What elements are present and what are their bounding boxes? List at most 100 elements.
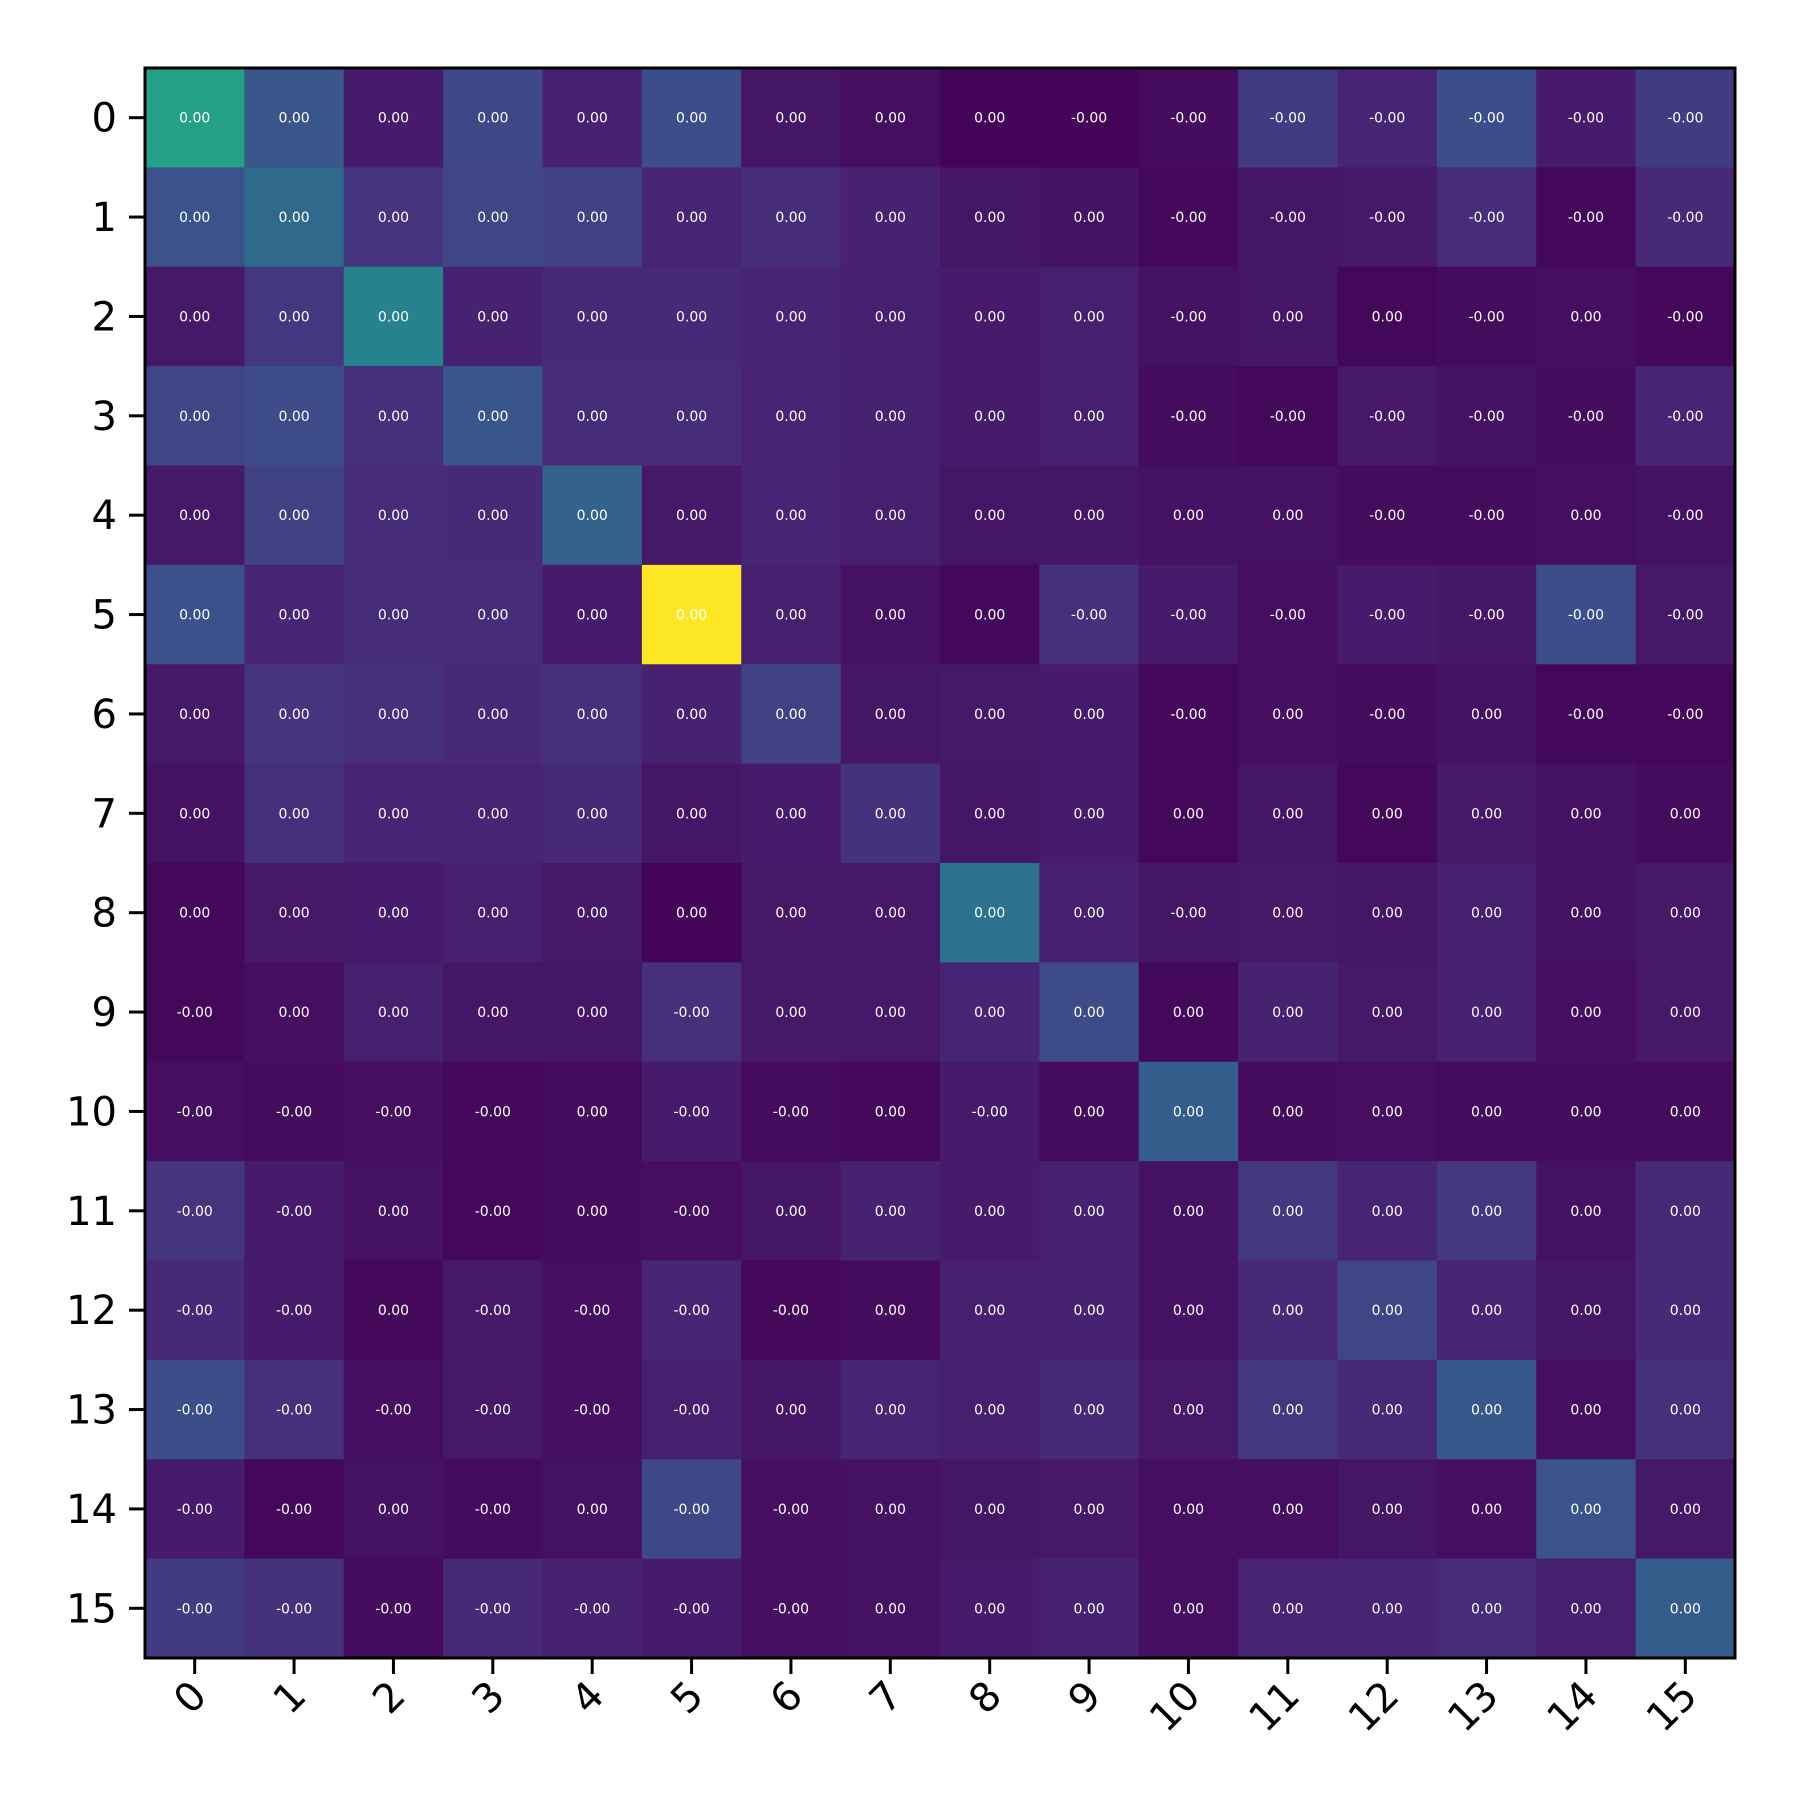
heatmap-cell-r10-c13: [1436, 1061, 1537, 1162]
heatmap-cell-r13-c7: [840, 1359, 941, 1460]
heatmap-cell-r3-c0: [145, 366, 245, 466]
heatmap-cell-r3-c13: [1436, 366, 1537, 466]
cell-value-label-r9-c9: 0.00: [1073, 1005, 1104, 1021]
heatmap-cell-r2-c13: [1436, 266, 1537, 367]
heatmap-cell-r15-c3: [443, 1558, 543, 1659]
y-tick-label-14: 14: [66, 1487, 117, 1533]
cell-value-label-r11-c3: -0.00: [475, 1204, 511, 1220]
cell-value-label-r11-c11: 0.00: [1272, 1204, 1303, 1220]
heatmap-cell-r10-c2: [343, 1061, 444, 1162]
heatmap-cell-r0-c10: [1138, 68, 1239, 168]
cell-value-label-r4-c8: 0.00: [974, 508, 1005, 524]
heatmap-cell-r0-c2: [343, 68, 444, 168]
heatmap-cell-r14-c4: [542, 1459, 643, 1560]
heatmap-cell-r14-c12: [1337, 1459, 1438, 1560]
heatmap-cell-r1-c6: [741, 167, 842, 268]
heatmap-cell-r5-c5: [641, 564, 742, 665]
heatmap-cell-r1-c10: [1138, 167, 1239, 268]
cell-value-label-r7-c4: 0.00: [577, 806, 608, 822]
cell-value-label-r9-c12: 0.00: [1372, 1005, 1403, 1021]
cell-value-label-r2-c15: -0.00: [1667, 309, 1703, 325]
heatmap-cell-r7-c14: [1536, 763, 1637, 864]
heatmap-cell-r13-c14: [1536, 1359, 1637, 1460]
heatmap-cell-r8-c13: [1436, 863, 1537, 963]
heatmap-cell-r2-c2: [343, 266, 444, 367]
cell-value-label-r15-c12: 0.00: [1372, 1601, 1403, 1617]
x-tick-label-6: 6: [761, 1673, 812, 1724]
heatmap-cell-r5-c4: [542, 564, 643, 665]
cell-value-label-r8-c15: 0.00: [1670, 906, 1701, 922]
cell-value-label-r4-c9: 0.00: [1073, 508, 1104, 524]
heatmap-cell-r2-c10: [1138, 266, 1239, 367]
heatmap-cell-r14-c11: [1238, 1459, 1338, 1560]
heatmap-cell-r8-c15: [1635, 863, 1736, 963]
x-tick-label-10: 10: [1141, 1673, 1210, 1742]
cell-value-label-r6-c1: 0.00: [278, 707, 309, 723]
cell-value-label-r9-c8: 0.00: [974, 1005, 1005, 1021]
heatmap-cell-r14-c15: [1635, 1459, 1736, 1560]
cell-value-label-r1-c6: 0.00: [775, 210, 806, 226]
heatmap-cell-r11-c13: [1436, 1161, 1537, 1261]
cell-value-label-r1-c14: -0.00: [1568, 210, 1604, 226]
cell-value-label-r0-c13: -0.00: [1468, 111, 1504, 127]
heatmap-cell-r4-c3: [443, 465, 543, 566]
cell-value-label-r6-c4: 0.00: [577, 707, 608, 723]
cell-value-label-r15-c11: 0.00: [1272, 1601, 1303, 1617]
cell-value-label-r15-c5: -0.00: [673, 1601, 709, 1617]
cell-value-label-r6-c9: 0.00: [1073, 707, 1104, 723]
cell-value-label-r0-c10: -0.00: [1170, 111, 1206, 127]
cell-value-label-r2-c11: 0.00: [1272, 309, 1303, 325]
heatmap-cell-r10-c5: [641, 1061, 742, 1162]
heatmap-cell-r7-c5: [641, 763, 742, 864]
heatmap-cell-r13-c15: [1635, 1359, 1736, 1460]
heatmap-cell-r15-c0: [145, 1558, 245, 1659]
heatmap-cell-r8-c1: [244, 863, 345, 963]
heatmap-cell-r13-c11: [1238, 1359, 1338, 1460]
cell-value-label-r8-c7: 0.00: [875, 906, 906, 922]
heatmap-cell-r8-c2: [343, 863, 444, 963]
cell-value-label-r5-c13: -0.00: [1468, 608, 1504, 624]
y-tick-label-10: 10: [66, 1089, 117, 1135]
cell-value-label-r3-c13: -0.00: [1468, 409, 1504, 425]
heatmap-cell-r13-c1: [244, 1359, 345, 1460]
cell-value-label-r10-c6: -0.00: [773, 1104, 809, 1120]
cell-value-label-r7-c5: 0.00: [676, 806, 707, 822]
cell-value-label-r9-c11: 0.00: [1272, 1005, 1303, 1021]
x-tick-label-2: 2: [364, 1673, 415, 1724]
heatmap-cell-r11-c2: [343, 1161, 444, 1261]
cell-value-label-r5-c10: -0.00: [1170, 608, 1206, 624]
cell-value-label-r15-c13: 0.00: [1471, 1601, 1502, 1617]
cell-value-label-r13-c2: -0.00: [375, 1403, 411, 1419]
heatmap-cell-r12-c4: [542, 1260, 643, 1361]
heatmap-cell-r11-c4: [542, 1161, 643, 1261]
x-tick-label-3: 3: [463, 1673, 514, 1724]
cell-value-label-r8-c2: 0.00: [378, 906, 409, 922]
cell-value-label-r2-c1: 0.00: [278, 309, 309, 325]
x-tick-label-15: 15: [1638, 1673, 1707, 1742]
heatmap-cell-r9-c11: [1238, 962, 1338, 1063]
cell-value-label-r11-c2: 0.00: [378, 1204, 409, 1220]
heatmap-cell-r7-c4: [542, 763, 643, 864]
cell-value-label-r7-c1: 0.00: [278, 806, 309, 822]
cell-value-label-r5-c15: -0.00: [1667, 608, 1703, 624]
cell-value-label-r11-c0: -0.00: [177, 1204, 213, 1220]
x-tick-label-0: 0: [165, 1673, 216, 1724]
y-tick-label-2: 2: [92, 294, 117, 340]
cell-value-label-r3-c15: -0.00: [1667, 409, 1703, 425]
heatmap-cell-r4-c1: [244, 465, 345, 566]
heatmap-cell-r11-c0: [145, 1161, 245, 1261]
heatmap-cell-r1-c15: [1635, 167, 1736, 268]
x-axis: 0 1 2 3 4 5 6 7 8 9 10 11 12 13 14 15: [165, 1658, 1706, 1741]
cell-value-label-r14-c8: 0.00: [974, 1502, 1005, 1518]
cell-value-label-r6-c10: -0.00: [1170, 707, 1206, 723]
heatmap-cell-r7-c9: [1039, 763, 1140, 864]
heatmap-cell-r9-c0: [145, 962, 245, 1063]
cell-value-label-r0-c15: -0.00: [1667, 111, 1703, 127]
cell-value-label-r13-c1: -0.00: [276, 1403, 312, 1419]
cell-value-label-r15-c2: -0.00: [375, 1601, 411, 1617]
heatmap-cell-r11-c10: [1138, 1161, 1239, 1261]
cell-value-label-r3-c7: 0.00: [875, 409, 906, 425]
heatmap-cell-r4-c6: [741, 465, 842, 566]
cell-value-label-r7-c0: 0.00: [179, 806, 210, 822]
